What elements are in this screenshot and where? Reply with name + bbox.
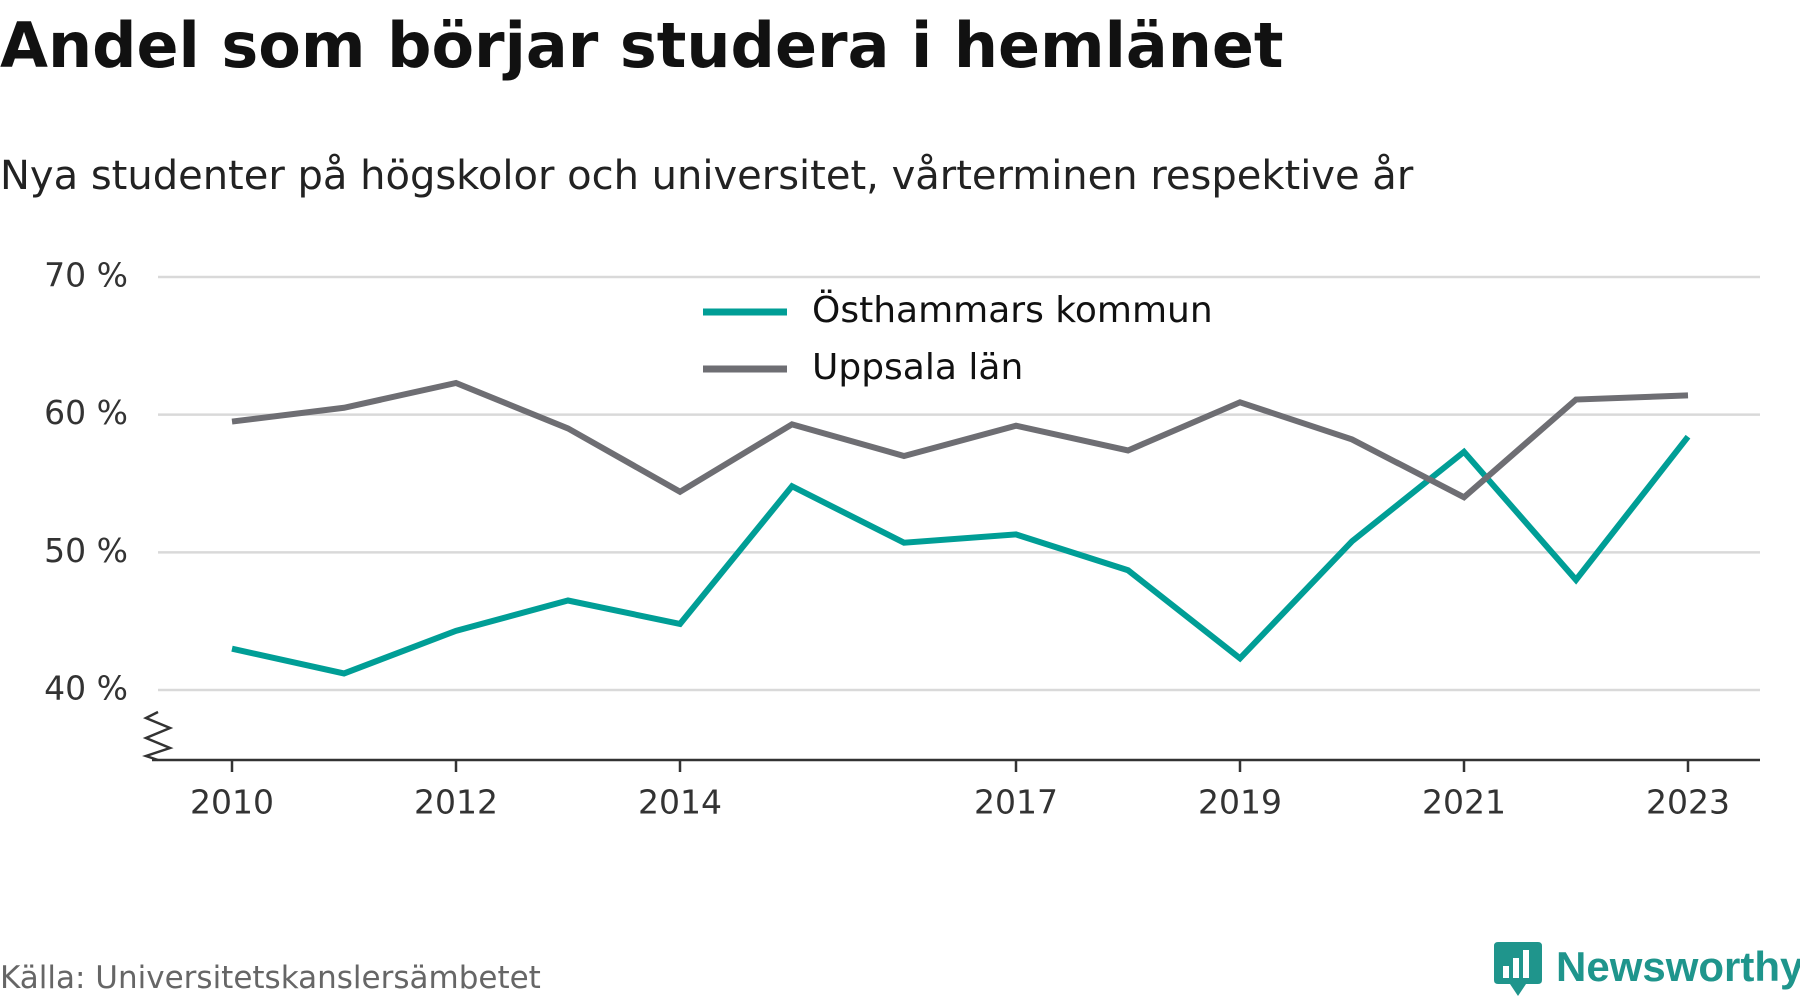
brand-logo: Newsworthy (1492, 938, 1800, 1000)
y-tick-label: 50 % (44, 531, 128, 570)
x-tick-label: 2023 (1646, 783, 1730, 822)
y-tick-label: 60 % (44, 393, 128, 432)
x-tick-label: 2014 (638, 783, 722, 822)
x-tick-label: 2021 (1422, 783, 1506, 822)
y-tick-label: 40 % (44, 669, 128, 708)
legend-label: Uppsala län (812, 347, 1023, 388)
chart-subtitle: Nya studenter på högskolor och universit… (0, 153, 1414, 199)
brand-name: Newsworthy (1556, 943, 1800, 990)
x-tick-label: 2017 (974, 783, 1058, 822)
x-axis: 2010 2012 2014 2017 2019 2021 2023 (142, 710, 1760, 822)
x-tick-label: 2019 (1198, 783, 1282, 822)
x-tick-label: 2010 (190, 783, 274, 822)
series-lines (231, 379, 1691, 677)
gridlines (158, 275, 1760, 692)
chart-title: Andel som börjar studera i hemlänet (0, 9, 1284, 82)
line-chart: 40 % 50 % 60 % 70 % 2010 2012 2014 2017 2019 202… (44, 256, 1760, 822)
x-tick-label: 2012 (414, 783, 498, 822)
series-line-1 (231, 434, 1691, 677)
y-tick-label: 70 % (44, 256, 128, 295)
newsworthy-icon (1494, 942, 1542, 996)
legend-label: Östhammars kommun (812, 289, 1213, 331)
y-axis-ticks: 40 % 50 % 60 % 70 % (44, 256, 128, 708)
axis-break-icon (142, 710, 174, 762)
series-line-2 (231, 379, 1689, 501)
source-note: Källa: Universitetskanslersämbetet (0, 960, 541, 996)
legend: Östhammars kommun Uppsala län (703, 289, 1213, 388)
